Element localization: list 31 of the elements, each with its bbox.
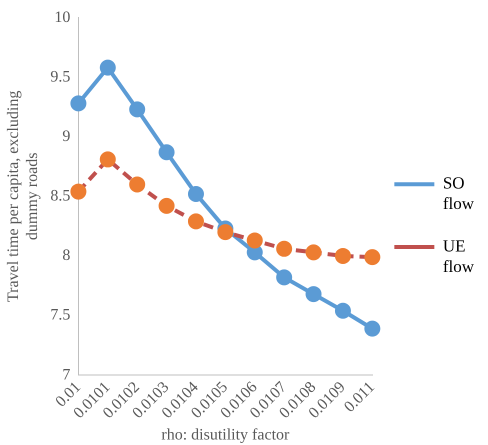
point (129, 176, 146, 192)
point (334, 248, 351, 264)
point (276, 240, 292, 257)
point (70, 184, 86, 200)
y-tick-label: 8 (62, 247, 70, 264)
y-tick-label: 9.5 (50, 68, 70, 86)
point (100, 60, 116, 76)
y-tick-label: 8.5 (50, 188, 70, 205)
x-axis-title: rho: disutility factor (161, 426, 290, 444)
legend-label: SO flow (442, 174, 475, 214)
point (158, 198, 175, 214)
point (276, 269, 292, 286)
point (70, 95, 86, 112)
point (100, 151, 116, 168)
point (306, 286, 322, 302)
point (364, 249, 380, 266)
point (334, 302, 351, 319)
y-tick-label: 7 (62, 366, 70, 384)
point (188, 213, 204, 230)
point (129, 101, 146, 118)
point (246, 232, 263, 248)
y-tick-label: 9 (62, 128, 70, 145)
y-axis-title: Travel time per capita, excluding dummy roads (4, 90, 42, 302)
y-tick-label: 7.5 (50, 306, 70, 324)
point (158, 144, 175, 160)
point (217, 224, 234, 240)
point (188, 186, 204, 202)
legend-label: UE flow (442, 236, 475, 276)
point (364, 320, 380, 337)
point (306, 244, 322, 260)
y-tick-label: 10 (54, 8, 70, 26)
